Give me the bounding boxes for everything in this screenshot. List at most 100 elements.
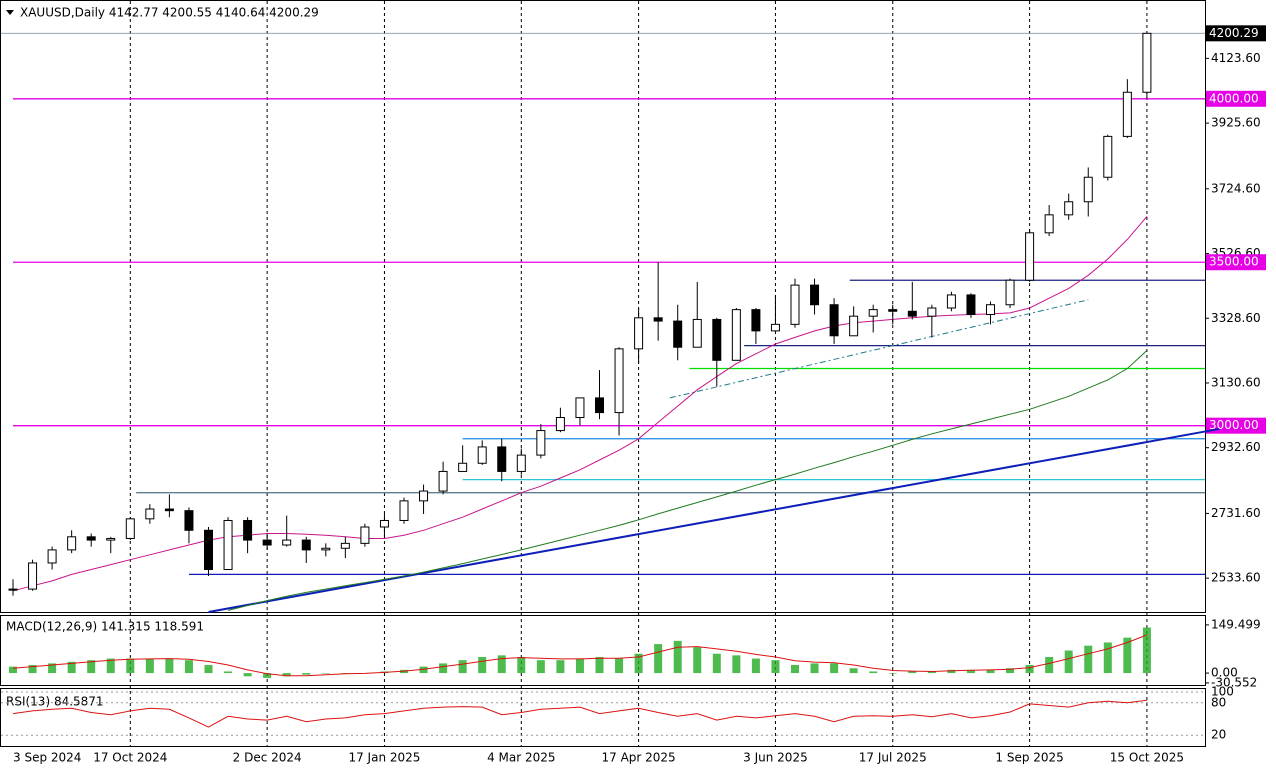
menu-arrow xyxy=(6,10,14,15)
macd-bar xyxy=(771,660,780,674)
level-label-box xyxy=(1206,417,1266,434)
macd-bar xyxy=(986,669,995,674)
macd-bar xyxy=(693,647,702,674)
macd-bar xyxy=(497,655,506,674)
candle-body xyxy=(1025,232,1035,281)
level-label-box xyxy=(1206,90,1266,107)
price-label-box xyxy=(1206,25,1266,42)
candle-body xyxy=(966,294,976,316)
macd-bar xyxy=(263,673,272,678)
macd-bar xyxy=(947,669,956,674)
candle-body xyxy=(282,539,292,546)
rsi-tick-label: 100 xyxy=(1211,685,1234,699)
y-tick-label: 3328.60 xyxy=(1211,311,1261,325)
macd-label: MACD(12,26,9) 141.315 118.591 xyxy=(6,620,204,634)
rsi-line xyxy=(12,699,1147,728)
candle-body xyxy=(731,309,741,361)
macd-bar xyxy=(732,655,741,674)
candle-body xyxy=(301,539,311,551)
moving-average xyxy=(227,350,1148,611)
rsi-panel xyxy=(0,688,1206,747)
candle-body xyxy=(262,539,272,546)
rsi-tick-label: 20 xyxy=(1211,728,1226,742)
macd-bar xyxy=(966,669,975,674)
macd-bar xyxy=(869,671,878,674)
macd-bar xyxy=(1045,656,1054,674)
x-tick-label: 17 Jan 2025 xyxy=(348,751,420,765)
macd-bar xyxy=(791,665,799,674)
x-tick-label: 1 Sep 2025 xyxy=(995,751,1063,765)
macd-bar xyxy=(458,660,467,674)
macd-bar xyxy=(556,660,565,674)
macd-bar xyxy=(1084,645,1093,674)
candle-body xyxy=(419,490,429,502)
level-label: 4000.00 xyxy=(1209,91,1259,105)
candle-body xyxy=(164,508,174,512)
x-tick-label: 3 Sep 2024 xyxy=(13,751,81,765)
macd-bar xyxy=(1064,650,1073,674)
macd-bar xyxy=(634,653,643,674)
candle-body xyxy=(614,348,624,414)
candle-body xyxy=(634,317,644,350)
candle-body xyxy=(497,446,507,472)
candle-body xyxy=(927,307,937,317)
candle-body xyxy=(67,536,77,551)
candle-body xyxy=(536,430,546,456)
macd-bar xyxy=(28,665,37,674)
candle-body xyxy=(1122,91,1132,137)
macd-signal xyxy=(12,634,1148,677)
macd-bar xyxy=(48,663,57,674)
macd-bar xyxy=(830,663,839,674)
level-label-box xyxy=(1206,254,1266,271)
candle-body xyxy=(28,562,38,590)
macd-bar xyxy=(224,671,233,674)
candle-body xyxy=(145,508,155,520)
candle-body xyxy=(106,537,116,541)
chart-title: XAUUSD,Daily 4142.77 4200.55 4140.64 420… xyxy=(20,6,319,20)
macd-bar xyxy=(888,673,897,674)
macd-bar xyxy=(1142,627,1151,674)
macd-bar xyxy=(908,671,917,674)
macd-bar xyxy=(204,665,213,674)
y-tick-label: 3724.60 xyxy=(1211,181,1261,195)
candle-body xyxy=(1103,135,1113,178)
candle-body xyxy=(184,510,194,531)
candle-body xyxy=(1044,214,1054,234)
candle-body xyxy=(399,500,409,521)
macd-bar xyxy=(165,658,174,674)
rsi-tick-label: 80 xyxy=(1211,695,1226,709)
macd-bar xyxy=(67,661,76,674)
x-tick-label: 2 Dec 2024 xyxy=(233,751,302,765)
macd-bar xyxy=(673,640,682,674)
candle-body xyxy=(125,518,135,539)
candle-body xyxy=(1142,32,1152,93)
candle-body xyxy=(516,454,526,472)
macd-bar xyxy=(615,658,624,674)
macd-bar xyxy=(145,658,154,674)
candle-body xyxy=(379,519,389,528)
main-panel xyxy=(0,0,1206,613)
macd-bar xyxy=(302,673,311,675)
macd-tick-label: 149.499 xyxy=(1211,617,1261,631)
candle-body xyxy=(849,315,859,337)
macd-bar xyxy=(321,673,330,674)
candle-body xyxy=(770,323,780,332)
candle-body xyxy=(1083,176,1093,203)
macd-bar xyxy=(419,666,428,674)
x-tick-label: 17 Jul 2025 xyxy=(859,751,927,765)
trendline xyxy=(669,299,1089,399)
macd-tick-label: 0.00 xyxy=(1211,666,1238,680)
candle-body xyxy=(986,304,995,316)
macd-bar xyxy=(478,656,487,674)
price-label: 4200.29 xyxy=(1209,26,1259,40)
macd-bar xyxy=(184,660,193,674)
macd-bar xyxy=(9,666,17,674)
candle-body xyxy=(438,470,448,492)
macd-bar xyxy=(1025,665,1034,674)
candle-body xyxy=(243,519,253,541)
macd-tick-label: -30.552 xyxy=(1211,675,1257,689)
candle-body xyxy=(751,309,761,332)
y-tick-label: 3130.60 xyxy=(1211,375,1261,389)
candle-body xyxy=(810,284,820,306)
